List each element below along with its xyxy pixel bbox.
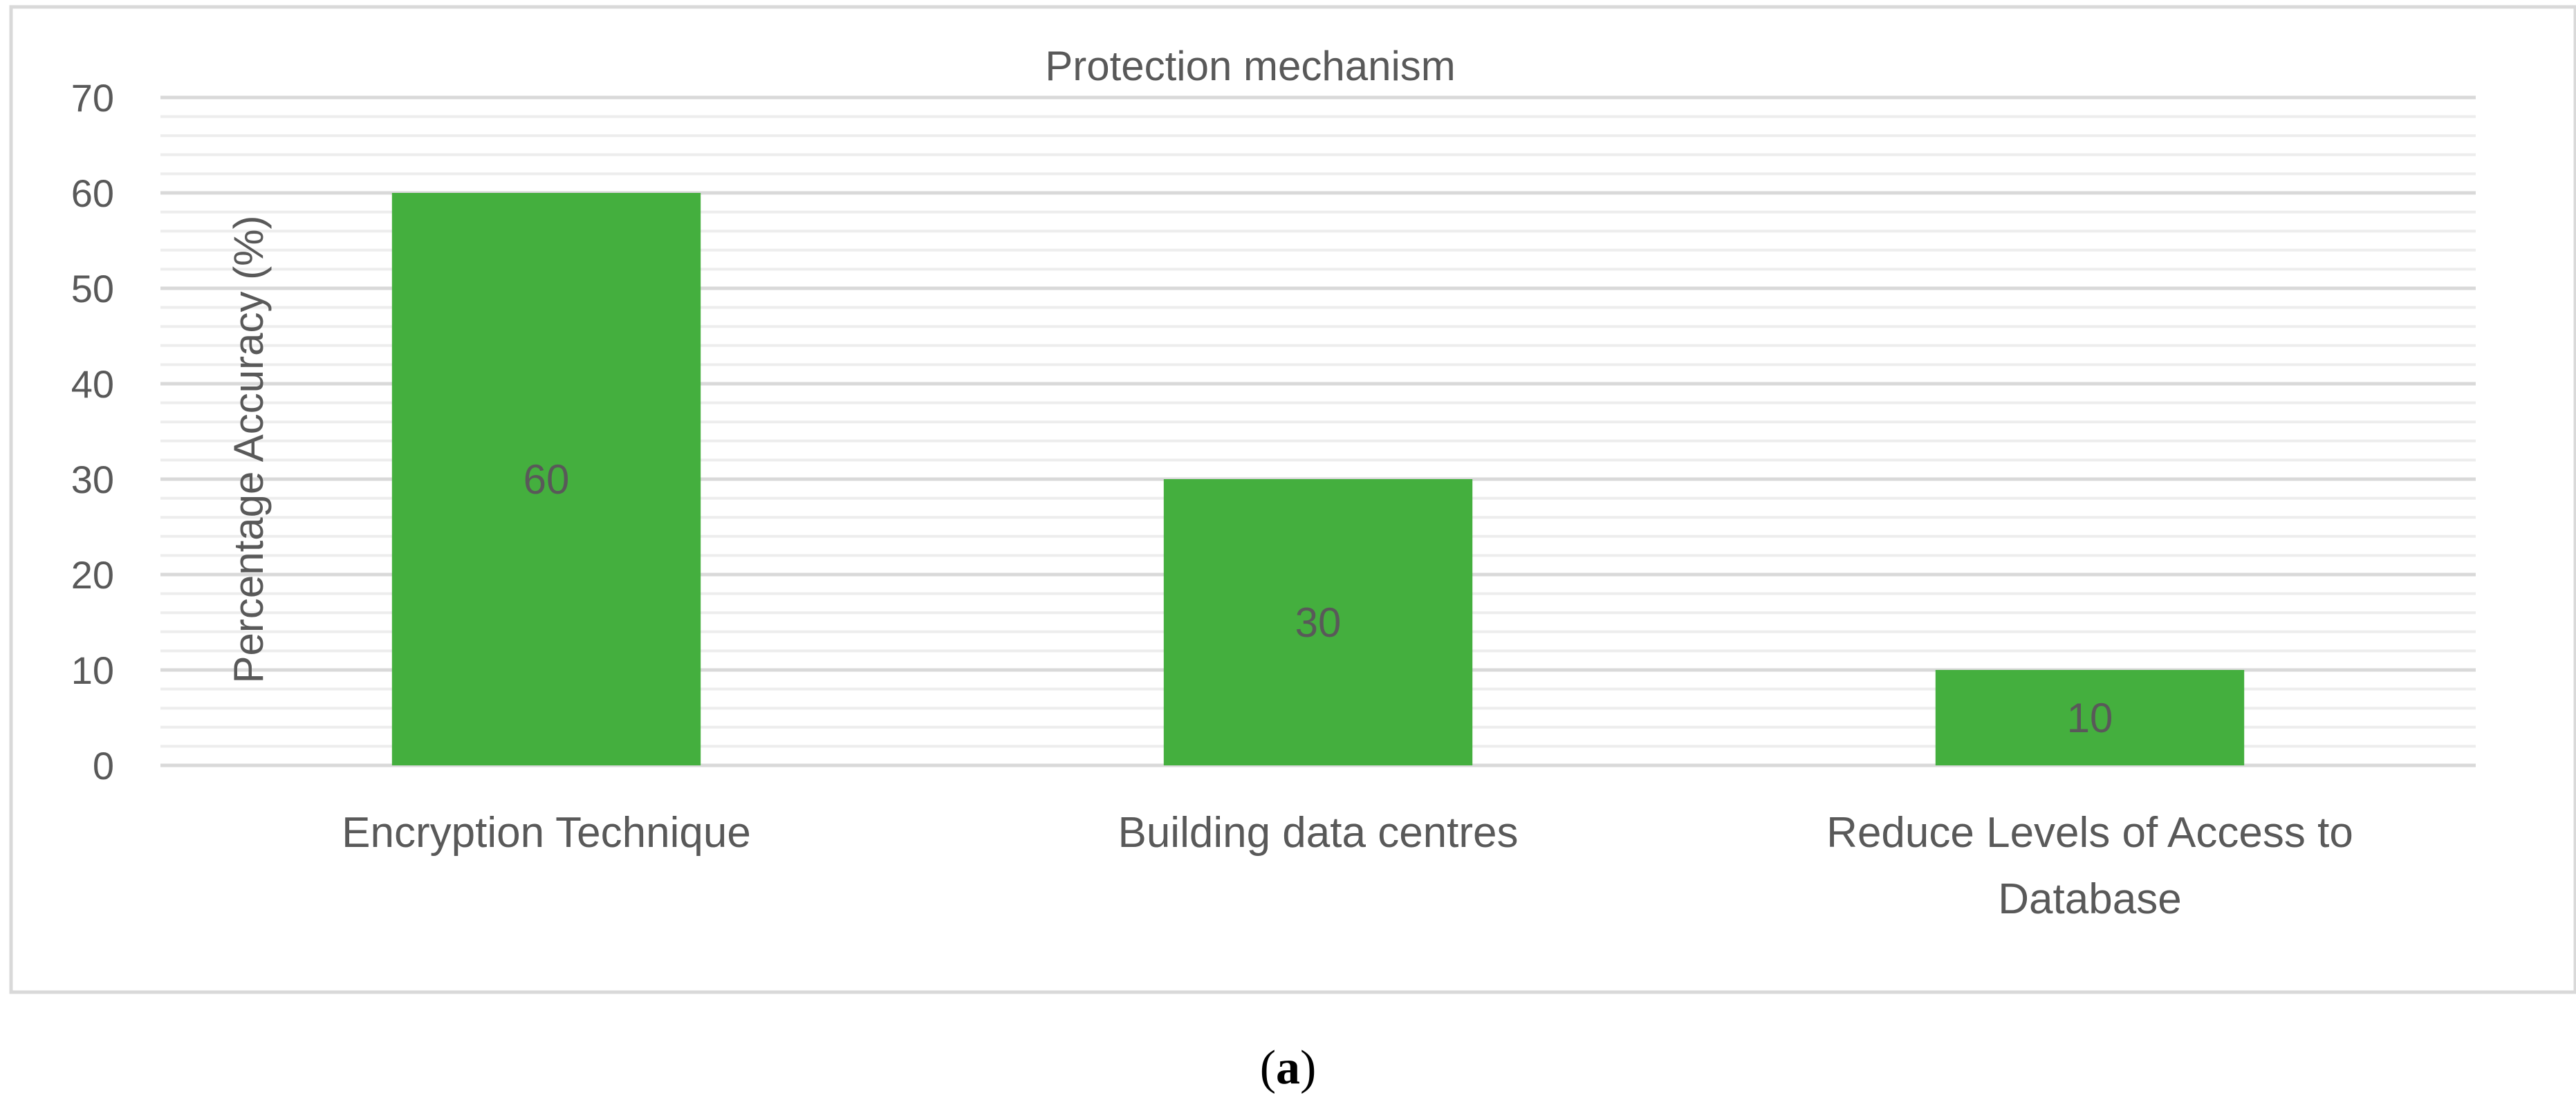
data-label: 30	[1295, 599, 1342, 646]
y-tick-label: 70	[71, 76, 114, 120]
figure-caption: (a)	[0, 1041, 2576, 1096]
bar	[1935, 670, 2245, 765]
bars	[391, 193, 2245, 765]
chart-title: Protection mechanism	[1045, 43, 1456, 89]
y-tick-label: 60	[71, 171, 114, 215]
y-tick-label: 50	[71, 267, 114, 310]
y-axis-ticks: 0 10 20 30 40 50 60 70	[71, 76, 114, 788]
x-category-label: Encryption Technique	[342, 809, 751, 857]
data-label: 10	[2067, 695, 2113, 741]
x-axis-categories: Encryption Technique Building data centre…	[342, 809, 2353, 923]
x-category-label: Reduce Levels of Access to	[1826, 809, 2353, 857]
y-tick-label: 10	[71, 649, 114, 692]
bar	[391, 193, 701, 765]
y-axis-label: Percentage Accuracy (%)	[225, 216, 272, 684]
y-tick-label: 20	[71, 553, 114, 597]
y-tick-label: 30	[71, 458, 114, 501]
data-label: 60	[523, 456, 570, 503]
caption-letter: a	[1276, 1041, 1300, 1094]
bar	[1163, 479, 1473, 765]
x-category-label: Building data centres	[1118, 809, 1518, 857]
y-tick-label: 0	[93, 744, 114, 788]
caption-close-paren: )	[1300, 1041, 1317, 1094]
caption-open-paren: (	[1259, 1041, 1276, 1094]
data-labels: 60 30 10	[523, 456, 2113, 741]
y-tick-label: 40	[71, 362, 114, 406]
x-category-label: Database	[1998, 875, 2181, 923]
